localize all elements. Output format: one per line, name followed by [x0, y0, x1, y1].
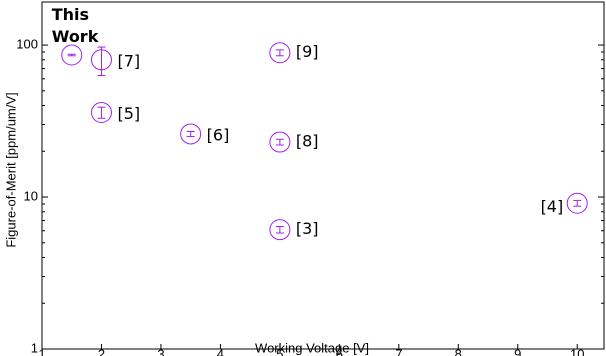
marker	[180, 123, 202, 145]
marker	[90, 101, 112, 123]
y-tick-label: 10	[24, 188, 38, 203]
x-tick-label: 3	[157, 346, 164, 356]
x-axis-label: Working Voltage [V]	[255, 340, 369, 355]
x-tick-label: 8	[455, 346, 462, 356]
x-tick-label: 7	[395, 346, 402, 356]
point-label: [8]	[296, 132, 319, 151]
point-label: [9]	[296, 42, 319, 61]
y-tick-label: 100	[16, 36, 38, 51]
point-label: [7]	[117, 51, 140, 70]
marker	[269, 42, 291, 64]
marker	[269, 131, 291, 153]
point-label: [3]	[296, 219, 319, 238]
marker	[566, 192, 588, 214]
point-label: [5]	[117, 104, 140, 123]
x-tick-label: 6	[336, 346, 343, 356]
y-axis-label: Figure-of-Merit [ppm/um/V]	[3, 92, 18, 247]
point-label: [4]	[541, 197, 564, 216]
point-label: [6]	[207, 125, 230, 144]
x-tick-label: 1	[38, 346, 45, 356]
x-tick-label: 9	[514, 346, 521, 356]
x-tick-label: 2	[98, 346, 105, 356]
y-tick-label: 1	[31, 340, 38, 355]
marker	[269, 219, 291, 241]
x-tick-label: 10	[570, 346, 584, 356]
x-tick-label: 4	[217, 346, 224, 356]
marker	[61, 44, 83, 66]
plot-frame	[41, 1, 605, 350]
point-label: This Work	[52, 5, 99, 46]
x-tick-label: 5	[276, 346, 283, 356]
